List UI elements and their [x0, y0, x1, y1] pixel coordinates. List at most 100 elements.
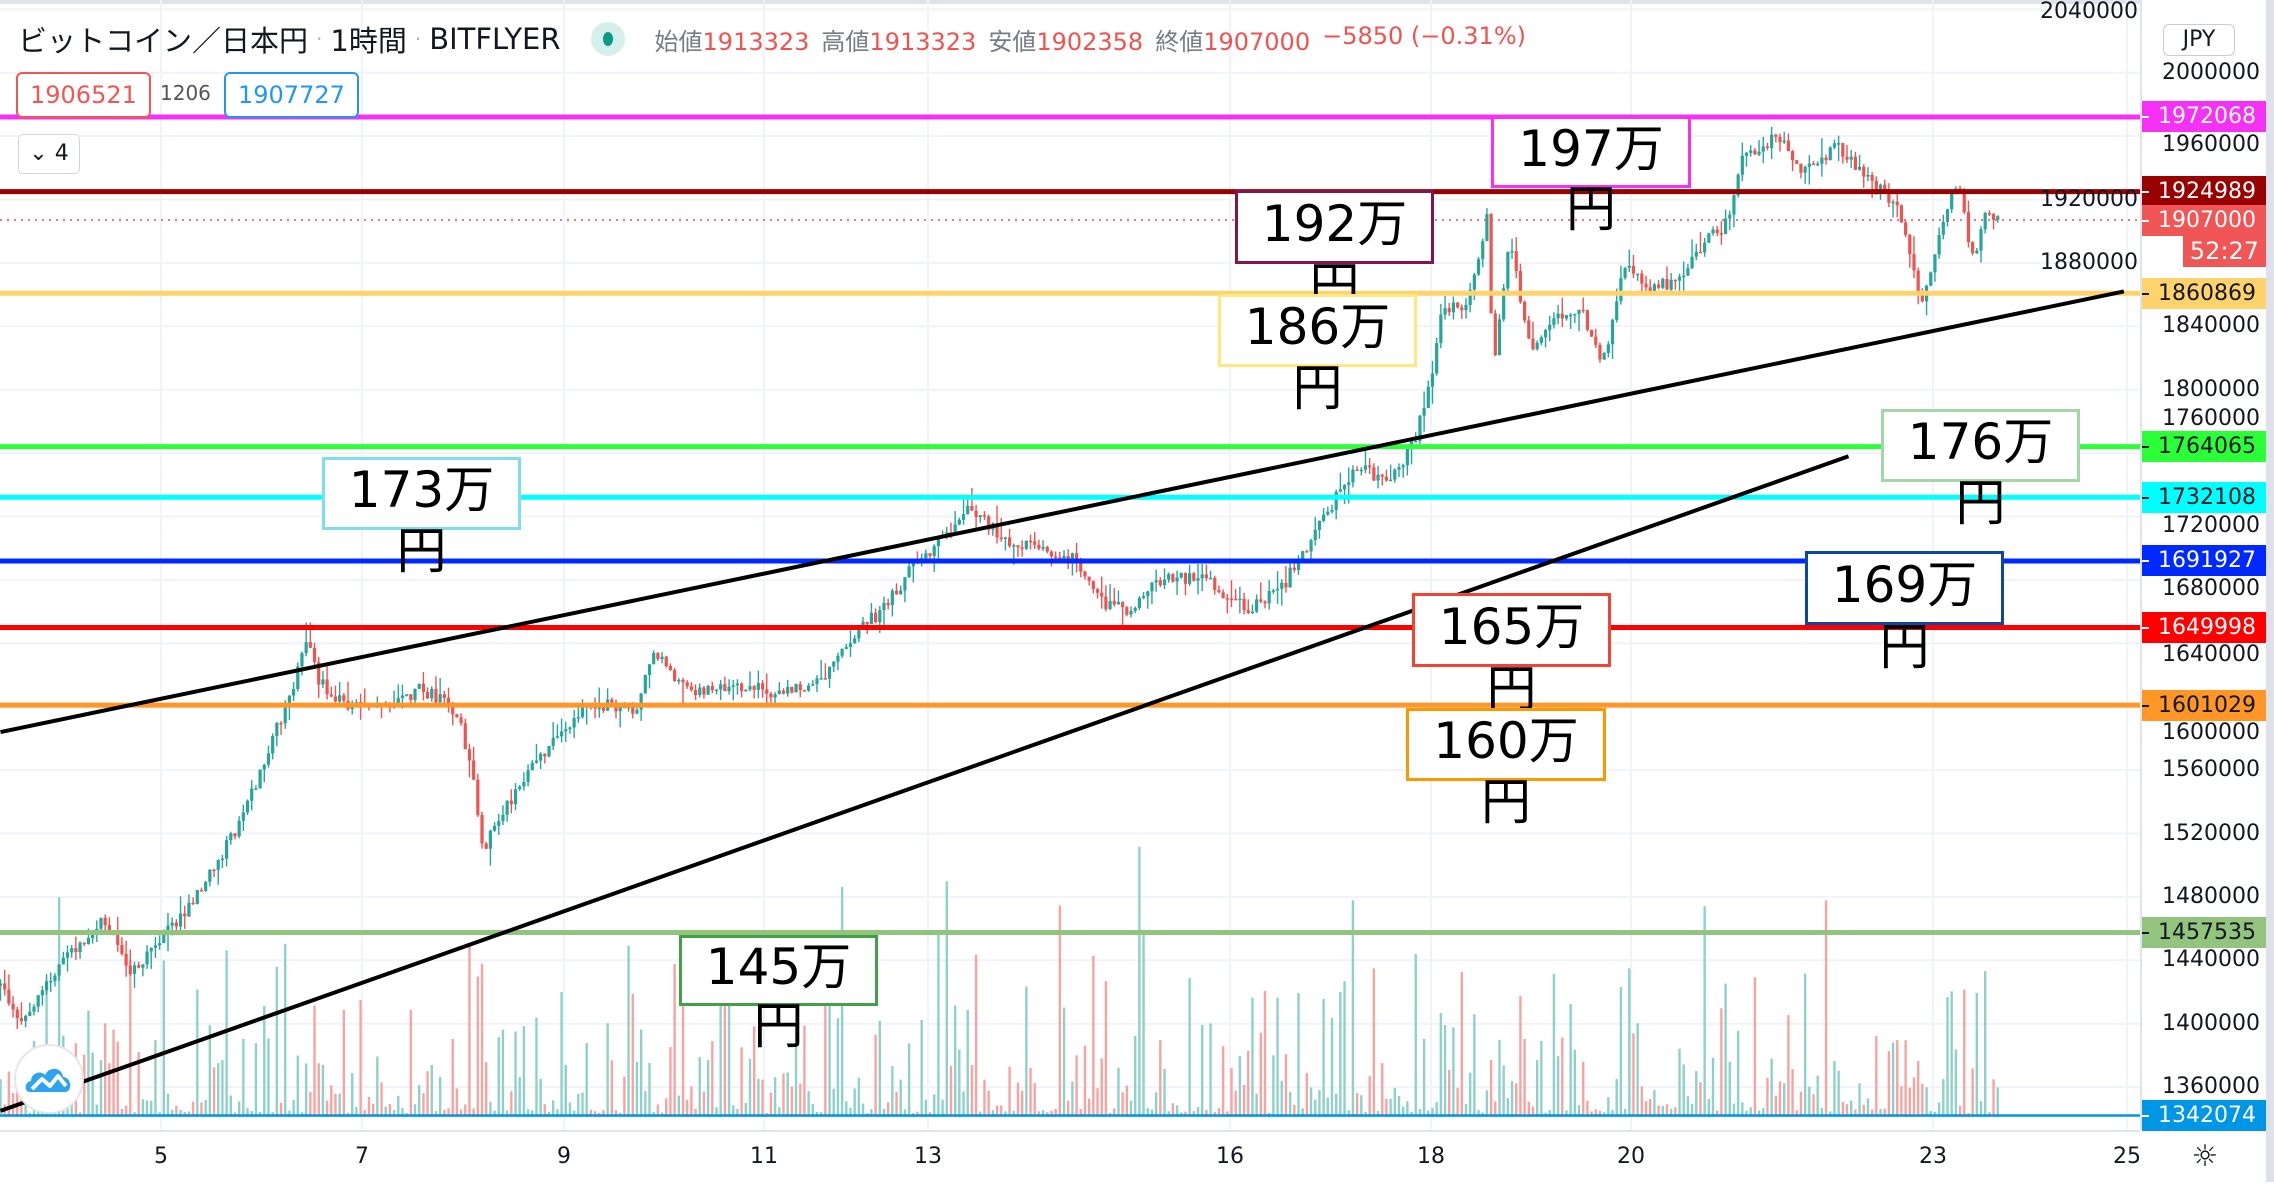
volume-bar: [242, 1038, 245, 1117]
volume-bar: [1460, 971, 1463, 1117]
price-note-label[interactable]: 173万円: [322, 457, 521, 580]
candle-body: [1175, 577, 1179, 582]
volume-bar: [568, 1102, 572, 1117]
candle-body: [1891, 201, 1895, 204]
volume-bar: [1983, 971, 1987, 1117]
price-line-label: 1649998: [2142, 611, 2266, 643]
volume-bar: [1527, 1101, 1530, 1117]
price-line-label: 1907000: [2142, 204, 2266, 236]
price-note-label[interactable]: 160万円: [1406, 708, 1606, 831]
volume-bar: [1284, 1054, 1288, 1117]
candle-body: [1523, 301, 1527, 321]
volume-bar: [627, 945, 630, 1117]
price-chart[interactable]: [0, 0, 2140, 1130]
candle-body: [472, 760, 476, 780]
candle-body: [174, 922, 178, 927]
volume-bar: [363, 1109, 366, 1117]
candle-body: [329, 694, 333, 697]
volume-bar: [434, 1111, 438, 1117]
scrollbar[interactable]: [2266, 0, 2274, 1182]
price-note-label[interactable]: 176万円: [1881, 409, 2080, 532]
candle-body: [1966, 212, 1971, 243]
candle-body: [1502, 288, 1506, 320]
price-note-label[interactable]: 169万円: [1805, 551, 2004, 676]
candle-body: [1460, 307, 1464, 311]
candle-body: [1003, 537, 1008, 539]
candle-body: [1125, 607, 1129, 615]
volume-bar: [1879, 1108, 1882, 1117]
volume-bar: [1783, 1083, 1786, 1117]
candle-body: [124, 953, 128, 966]
candle-body: [1991, 214, 1996, 220]
volume-bar: [1925, 1087, 1928, 1117]
volume-bar: [1975, 992, 1979, 1117]
candle-body: [1250, 611, 1255, 614]
candle-body: [1229, 598, 1234, 600]
candle-body: [1363, 465, 1368, 470]
volume-bar: [99, 1060, 103, 1117]
volume-bar: [1259, 1032, 1263, 1117]
volume-bar: [292, 1099, 295, 1117]
volume-bar: [1448, 1069, 1451, 1117]
volume-bar: [694, 1108, 697, 1117]
candle-body: [894, 590, 899, 595]
volume-bar: [514, 1031, 517, 1117]
candle-body: [65, 952, 70, 958]
volume-bar: [1561, 1037, 1564, 1117]
candle-body: [1866, 174, 1870, 177]
candle-body: [1481, 241, 1485, 260]
volume-bar: [685, 1099, 689, 1117]
volume-bar: [1674, 1107, 1677, 1117]
volume-bar: [1297, 993, 1300, 1117]
volume-bar: [970, 1065, 974, 1117]
candle-body: [1246, 610, 1250, 613]
volume-bar: [1414, 953, 1417, 1117]
candle-body: [1870, 174, 1874, 181]
volume-bar: [1247, 1050, 1250, 1117]
candle-body: [689, 686, 693, 690]
volume-bar: [380, 1082, 383, 1117]
candle-body: [1380, 474, 1384, 477]
candle-body: [1121, 601, 1125, 608]
volume-bar: [91, 1052, 94, 1117]
sell-price-button[interactable]: 1906521: [16, 72, 151, 118]
volume-bar: [1774, 1095, 1778, 1117]
indicators-toggle-button[interactable]: ⌄ 4: [18, 134, 80, 174]
candle-body: [451, 703, 455, 715]
candle-body: [1259, 599, 1263, 602]
time-axis[interactable]: 5 7 9 11 13 16 18 20 23 25: [0, 1130, 2141, 1184]
market-status-icon[interactable]: [590, 22, 625, 56]
price-note-label[interactable]: 197万円: [1491, 116, 1691, 238]
candle-body: [1790, 151, 1795, 161]
candle-body: [212, 869, 216, 872]
volume-bar: [1012, 1110, 1015, 1117]
candle-body: [1414, 441, 1418, 443]
volume-bar: [606, 1023, 609, 1117]
symbol-name[interactable]: ビットコイン／日本円: [18, 24, 309, 58]
tradingview-logo[interactable]: [14, 1044, 84, 1114]
volume-bar: [1418, 1109, 1422, 1117]
volume-bar: [1992, 1079, 1995, 1117]
volume-bar: [706, 1060, 710, 1117]
volume-bar: [1703, 906, 1706, 1117]
volume-bar: [1803, 973, 1807, 1117]
price-note-label[interactable]: 186万円: [1218, 294, 1417, 417]
price-note-label[interactable]: 192万円: [1235, 190, 1434, 315]
candle-body: [1732, 195, 1736, 215]
volume-bar: [1598, 1110, 1602, 1117]
separator-dot: ·: [414, 27, 422, 51]
gear-icon[interactable]: ☼: [2191, 1139, 2219, 1174]
price-note-label[interactable]: 145万円: [679, 935, 878, 1055]
volume-bar: [501, 1029, 505, 1117]
candle-body: [673, 670, 677, 682]
currency-button[interactable]: JPY: [2163, 24, 2235, 56]
price-tick-label: 1400000: [2162, 1010, 2260, 1036]
candle-body: [1824, 157, 1828, 161]
volume-bar: [551, 1100, 555, 1117]
candle-body: [1133, 607, 1137, 611]
price-note-label[interactable]: 165万円: [1412, 593, 1611, 718]
volume-bar: [941, 1099, 944, 1117]
volume-bar: [907, 1043, 911, 1117]
buy-price-button[interactable]: 1907727: [224, 72, 359, 118]
interval[interactable]: 1時間: [330, 24, 407, 58]
